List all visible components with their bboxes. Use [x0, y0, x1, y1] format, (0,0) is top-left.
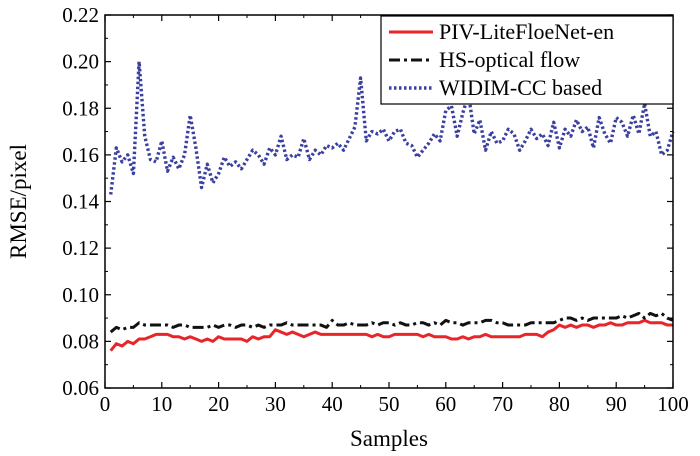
y-axis-title: RMSE/pixel: [6, 144, 31, 259]
legend-label-piv-litefloenet: PIV-LiteFloeNet-en: [439, 19, 614, 44]
y-tick-label: 0.12: [62, 236, 99, 260]
x-tick-label: 100: [657, 392, 689, 416]
y-tick-label: 0.10: [62, 283, 99, 307]
x-tick-label: 10: [151, 392, 172, 416]
y-tick-label: 0.20: [62, 50, 99, 74]
axis-ticks: 0 10 20 30 40 50 60 70 80 90 100 0.06 0.08 0.10 0.12 0.…: [62, 3, 689, 416]
x-tick-label: 90: [606, 392, 627, 416]
y-tick-label: 0.18: [62, 96, 99, 120]
y-tick-label: 0.22: [62, 3, 99, 27]
x-tick-label: 70: [492, 392, 513, 416]
x-tick-label: 30: [265, 392, 286, 416]
legend-label-hs-optical-flow: HS-optical flow: [439, 47, 580, 72]
x-axis-title: Samples: [350, 426, 428, 451]
series-line-piv-litefloenet-en: [109, 318, 673, 352]
x-tick-label: 50: [379, 392, 400, 416]
legend-item-hs-optical-flow: HS-optical flow: [389, 47, 580, 72]
x-tick-label: 20: [208, 392, 229, 416]
y-tick-label: 0.14: [62, 190, 99, 214]
legend: PIV-LiteFloeNet-en HS-optical flow WIDIM…: [380, 15, 674, 105]
x-tick-label: 0: [100, 392, 111, 416]
y-tick-label: 0.08: [62, 329, 99, 353]
legend-item-piv-litefloenet: PIV-LiteFloeNet-en: [389, 19, 614, 44]
legend-label-widim-cc: WIDIM-CC based: [439, 75, 602, 100]
series-group: [108, 59, 675, 352]
y-tick-label: 0.06: [62, 376, 99, 400]
x-tick-label: 80: [549, 392, 570, 416]
legend-item-widim-cc: WIDIM-CC based: [389, 75, 602, 100]
x-tick-label: 40: [322, 392, 343, 416]
x-tick-label: 60: [435, 392, 456, 416]
y-tick-label: 0.16: [62, 143, 99, 167]
